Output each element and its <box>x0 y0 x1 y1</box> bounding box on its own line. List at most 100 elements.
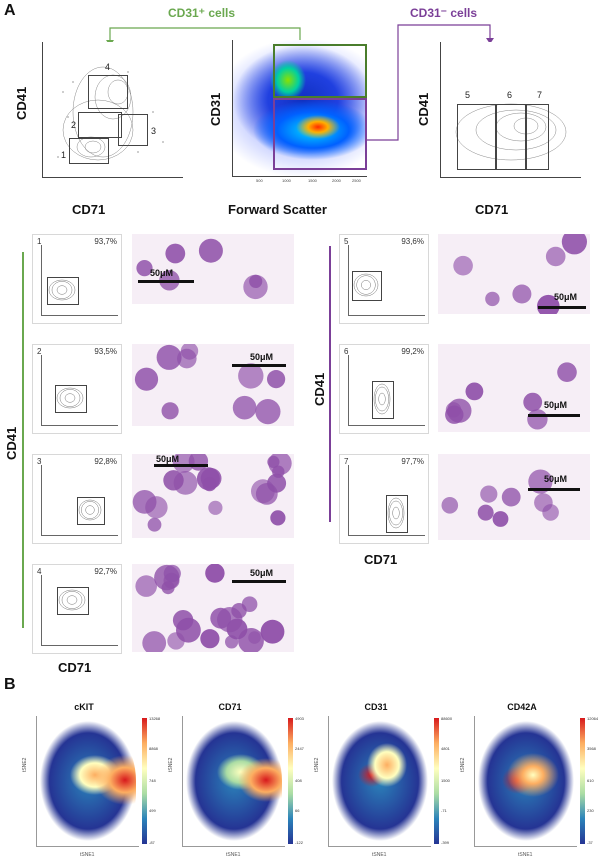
right-contour-plot: 5 6 7 <box>440 42 581 178</box>
subplot-gate <box>386 495 408 533</box>
right-group-line <box>329 246 331 522</box>
cbar-tick: 4903 <box>295 716 304 721</box>
subplot-gate <box>47 277 79 305</box>
tsne-colorbar <box>142 718 147 844</box>
left-plot-ylabel: CD41 <box>14 86 29 120</box>
tsne-ylabel: tSNE2 <box>314 757 320 772</box>
tsne-xlabel: tSNE1 <box>80 852 95 858</box>
left-plot-xlabel: CD71 <box>72 202 106 217</box>
subplot-gate <box>55 385 87 413</box>
gate-7 <box>525 104 549 170</box>
tsne-scatter <box>186 720 282 842</box>
cbar-tick: 3568 <box>587 746 596 751</box>
gate-label-6: 6 <box>507 90 513 100</box>
subplot-4: 4 92,7% <box>32 564 122 654</box>
right-group-ylabel: CD41 <box>312 372 327 406</box>
subplot-number: 7 <box>344 457 349 466</box>
gate-2 <box>78 112 122 138</box>
gate-3 <box>118 114 148 146</box>
tsne-ylabel: tSNE2 <box>22 757 28 772</box>
subplot-2: 2 93,5% <box>32 344 122 434</box>
gate-1 <box>69 138 109 164</box>
tsne-title: CD71 <box>218 702 242 712</box>
scale-bar <box>538 306 586 309</box>
cbar-tick: 88600 <box>441 716 453 721</box>
scale-label: 50μM <box>250 568 274 578</box>
micrograph-1: 50μM <box>132 234 294 304</box>
xtick-1000: 1000 <box>282 178 291 183</box>
micrograph-7: 50μM <box>438 454 590 540</box>
scale-label: 50μM <box>544 474 568 484</box>
tsne-ylabel: tSNE2 <box>460 757 466 772</box>
tsne-title: CD31 <box>364 702 388 712</box>
subplot-percent: 99,2% <box>401 347 424 356</box>
gate-label-2: 2 <box>71 120 77 130</box>
middle-plot-xlabel: Forward Scatter <box>228 202 327 217</box>
left-group-xlabel: CD71 <box>58 660 92 675</box>
subplot-number: 4 <box>37 567 42 576</box>
middle-plot-ylabel: CD31 <box>208 92 223 126</box>
right-plot-xlabel: CD71 <box>475 202 509 217</box>
cbar-tick: 8868 <box>149 746 158 751</box>
tsne-scatter <box>332 720 428 842</box>
cbar-tick: 230 <box>587 808 594 813</box>
gate-5 <box>457 104 497 170</box>
cbar-tick: -399 <box>441 840 450 845</box>
scale-bar <box>232 364 286 367</box>
tsne-title: CD42A <box>507 702 537 712</box>
gate-6 <box>495 104 527 170</box>
tsne-map-cd31: CD31 tSNE2 88600 4801 1500 -71 -399 tSNE… <box>314 702 454 862</box>
micrograph-2: 50μM <box>132 344 294 426</box>
cd31-negative-gate <box>273 98 367 170</box>
tsne-map-cd42a: CD42A tSNE2 12064 3568 610 230 -37 tSNE1 <box>460 702 600 862</box>
gate-label-1: 1 <box>61 150 67 160</box>
micrograph-6: 50μM <box>438 344 590 432</box>
scale-bar <box>528 488 580 491</box>
micrograph-3: 50μM <box>132 454 294 538</box>
subplot-number: 2 <box>37 347 42 356</box>
cbar-tick: 610 <box>587 778 594 783</box>
subplot-gate <box>77 497 105 525</box>
cbar-tick: 748 <box>149 778 156 783</box>
subplot-percent: 92,8% <box>94 457 117 466</box>
tsne-scatter <box>478 720 574 842</box>
subplot-7: 7 97,7% <box>339 454 429 544</box>
tsne-colorbar <box>288 718 293 844</box>
tsne-ylabel: tSNE2 <box>168 757 174 772</box>
gate-label-7: 7 <box>537 90 543 100</box>
xtick-500: 500 <box>256 178 263 183</box>
forward-scatter-density-plot <box>232 40 367 177</box>
cbar-tick: -71 <box>441 808 447 813</box>
subplot-5: 5 93,6% <box>339 234 429 324</box>
scale-bar <box>154 464 208 467</box>
scale-label: 50μM <box>250 352 274 362</box>
subplot-percent: 93,5% <box>94 347 117 356</box>
gate-label-5: 5 <box>465 90 471 100</box>
cbar-tick: 2447 <box>295 746 304 751</box>
tsne-colorbar <box>434 718 439 844</box>
gate-label-3: 3 <box>151 126 157 136</box>
subplot-gate <box>352 271 382 301</box>
scale-label: 50μM <box>150 268 174 278</box>
scale-label: 50μM <box>554 292 578 302</box>
tsne-map-ckit: cKIT tSNE2 13268 8868 748 499 -87 tSNE1 <box>22 702 162 862</box>
micrograph-5: 50μM <box>438 234 590 314</box>
cd31-negative-label: CD31⁻ cells <box>410 6 478 20</box>
cbar-tick: 1500 <box>441 778 450 783</box>
cbar-tick: 499 <box>149 808 156 813</box>
cbar-tick: 408 <box>295 778 302 783</box>
tsne-xlabel: tSNE1 <box>372 852 387 858</box>
scale-label: 50μM <box>544 400 568 410</box>
cbar-tick: -122 <box>295 840 304 845</box>
gate-label-4: 4 <box>105 62 111 72</box>
subplot-1: 1 93,7% <box>32 234 122 324</box>
tsne-xlabel: tSNE1 <box>518 852 533 858</box>
subplot-percent: 93,7% <box>94 237 117 246</box>
tsne-colorbar <box>580 718 585 844</box>
subplot-percent: 92,7% <box>94 567 117 576</box>
subplot-number: 5 <box>344 237 349 246</box>
cd31-positive-label: CD31⁺ cells <box>168 6 236 20</box>
xtick-2500: 2500 <box>352 178 361 183</box>
panel-b-letter: B <box>4 676 16 693</box>
subplot-percent: 97,7% <box>401 457 424 466</box>
